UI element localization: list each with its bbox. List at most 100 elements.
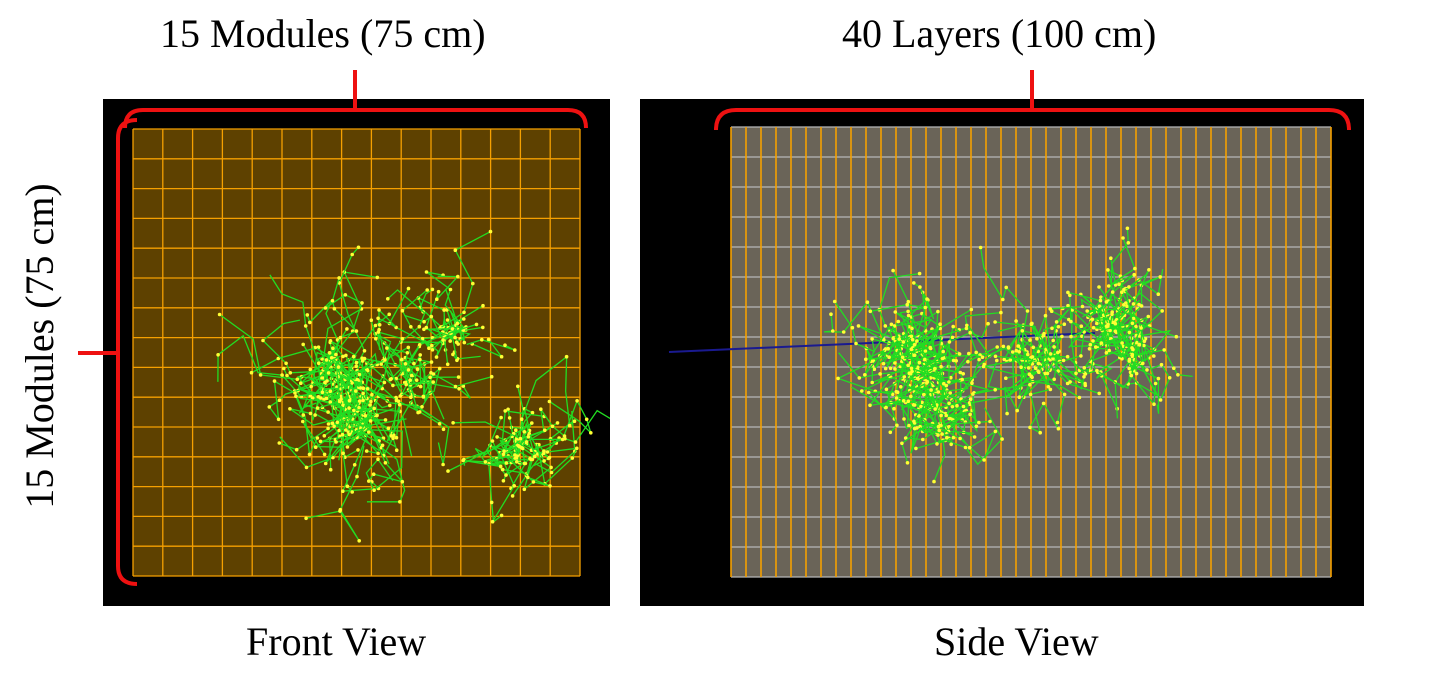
energy-hit (326, 426, 330, 431)
energy-hit (360, 301, 364, 305)
energy-hit (462, 310, 466, 315)
energy-hit (498, 464, 503, 469)
energy-hit (960, 377, 964, 382)
energy-hit (329, 356, 334, 360)
energy-hit (1127, 330, 1132, 335)
energy-hit (1113, 321, 1118, 326)
energy-hit (361, 386, 366, 391)
energy-hit (504, 461, 509, 465)
energy-hit (481, 325, 485, 330)
energy-hit (1004, 376, 1008, 381)
energy-hit (868, 309, 873, 314)
energy-hit (1001, 297, 1005, 302)
energy-hit (330, 421, 335, 426)
energy-hit (454, 340, 459, 345)
energy-hit (323, 380, 327, 385)
energy-hit (318, 439, 323, 444)
energy-hit (907, 371, 912, 376)
energy-hit (457, 387, 461, 391)
energy-hit (1142, 339, 1147, 344)
energy-hit (258, 373, 263, 377)
energy-hit (884, 405, 888, 410)
energy-hit (418, 353, 423, 357)
energy-hit (323, 306, 328, 310)
energy-hit (878, 372, 882, 376)
energy-hit (322, 452, 327, 457)
energy-hit (939, 364, 943, 369)
energy-hit (374, 336, 378, 341)
energy-hit (909, 366, 914, 371)
energy-hit (965, 323, 969, 328)
energy-hit (398, 394, 403, 398)
energy-hit (435, 297, 439, 301)
incoming-beam-track (668, 332, 1096, 353)
energy-hit (337, 276, 341, 280)
energy-hit (480, 337, 484, 342)
energy-hit (1122, 303, 1126, 307)
energy-hit (316, 345, 321, 349)
shower-track (1090, 268, 1164, 322)
energy-hit (424, 325, 429, 330)
energy-hit (1000, 437, 1004, 441)
energy-hit (972, 435, 977, 439)
energy-hit (280, 373, 284, 377)
energy-hit (1125, 226, 1130, 231)
energy-hit (1152, 402, 1156, 407)
energy-hit (355, 474, 359, 479)
energy-hit (918, 424, 922, 429)
energy-hit (331, 346, 335, 350)
energy-hit (573, 440, 578, 444)
energy-hit (548, 484, 552, 488)
energy-hit (455, 321, 460, 326)
energy-hit (1087, 347, 1092, 351)
energy-hit (896, 319, 901, 324)
energy-hit (995, 345, 999, 349)
energy-hit (539, 407, 543, 412)
energy-hit (1008, 358, 1013, 362)
energy-hit (383, 461, 388, 465)
energy-hit (1029, 322, 1034, 326)
energy-hit (522, 461, 527, 466)
energy-hit (403, 362, 408, 366)
energy-hit (1051, 356, 1055, 361)
shower-track (488, 430, 521, 523)
energy-hit (977, 357, 981, 362)
energy-hit (1020, 329, 1025, 333)
energy-hit (356, 245, 361, 250)
energy-hit (933, 366, 937, 371)
energy-hit (829, 312, 833, 316)
energy-hit (415, 367, 420, 372)
energy-hit (522, 430, 527, 434)
energy-hit (379, 362, 384, 366)
shower-track (1053, 346, 1085, 390)
energy-hit (341, 489, 345, 494)
energy-hit (1134, 340, 1139, 345)
energy-hit (350, 490, 354, 494)
energy-hit (261, 338, 265, 343)
energy-hit (341, 354, 345, 359)
energy-hit (1131, 316, 1136, 321)
energy-hit (918, 285, 922, 289)
energy-hit (868, 403, 872, 408)
energy-hit (352, 463, 357, 467)
energy-hit (955, 403, 959, 408)
front-view-detector (132, 128, 615, 577)
energy-hit (489, 374, 494, 379)
energy-hit (522, 487, 527, 492)
energy-hit (936, 309, 940, 314)
energy-hit (400, 336, 405, 341)
energy-hit (545, 450, 550, 454)
energy-hit (336, 365, 341, 369)
energy-hit (575, 446, 579, 451)
energy-hit (524, 440, 529, 444)
energy-hit (1110, 290, 1115, 294)
energy-hit (400, 308, 405, 313)
energy-hit (1088, 342, 1093, 347)
energy-hit (338, 509, 342, 513)
energy-hit (361, 398, 365, 403)
energy-hit (919, 404, 923, 409)
energy-hit (564, 354, 569, 359)
energy-hit (532, 454, 537, 459)
shower-track (1101, 326, 1141, 358)
energy-hit (506, 407, 510, 412)
